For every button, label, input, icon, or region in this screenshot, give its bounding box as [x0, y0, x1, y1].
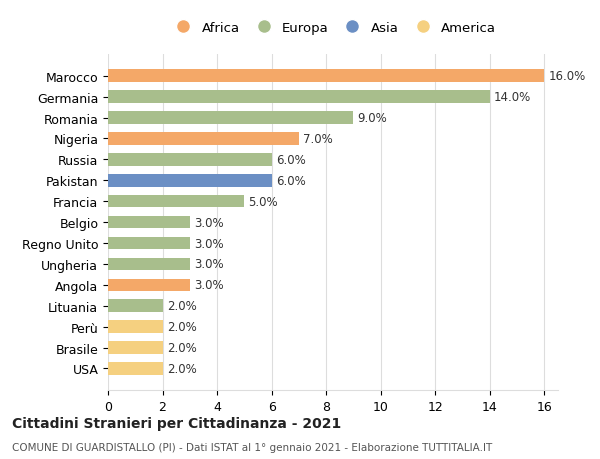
Text: 16.0%: 16.0% [548, 70, 586, 83]
Legend: Africa, Europa, Asia, America: Africa, Europa, Asia, America [166, 18, 500, 39]
Bar [108, 196, 244, 208]
Bar [108, 300, 163, 312]
Text: 2.0%: 2.0% [167, 300, 196, 313]
Text: 2.0%: 2.0% [167, 362, 196, 375]
Text: 3.0%: 3.0% [194, 258, 224, 271]
Text: 6.0%: 6.0% [276, 154, 305, 167]
Bar [108, 341, 163, 354]
Bar [108, 174, 272, 187]
Text: 5.0%: 5.0% [248, 195, 278, 208]
Text: 3.0%: 3.0% [194, 237, 224, 250]
Bar [108, 112, 353, 124]
Bar [108, 237, 190, 250]
Text: 3.0%: 3.0% [194, 279, 224, 291]
Text: 6.0%: 6.0% [276, 174, 305, 187]
Text: 2.0%: 2.0% [167, 320, 196, 333]
Text: 2.0%: 2.0% [167, 341, 196, 354]
Text: 7.0%: 7.0% [303, 133, 333, 146]
Bar [108, 363, 163, 375]
Text: Cittadini Stranieri per Cittadinanza - 2021: Cittadini Stranieri per Cittadinanza - 2… [12, 416, 341, 430]
Text: 3.0%: 3.0% [194, 216, 224, 229]
Bar [108, 70, 544, 83]
Bar [108, 154, 272, 166]
Bar [108, 216, 190, 229]
Text: COMUNE DI GUARDISTALLO (PI) - Dati ISTAT al 1° gennaio 2021 - Elaborazione TUTTI: COMUNE DI GUARDISTALLO (PI) - Dati ISTAT… [12, 442, 492, 452]
Bar [108, 321, 163, 333]
Bar [108, 279, 190, 291]
Text: 9.0%: 9.0% [358, 112, 387, 125]
Bar [108, 258, 190, 271]
Bar [108, 91, 490, 104]
Text: 14.0%: 14.0% [494, 91, 531, 104]
Bar [108, 133, 299, 146]
